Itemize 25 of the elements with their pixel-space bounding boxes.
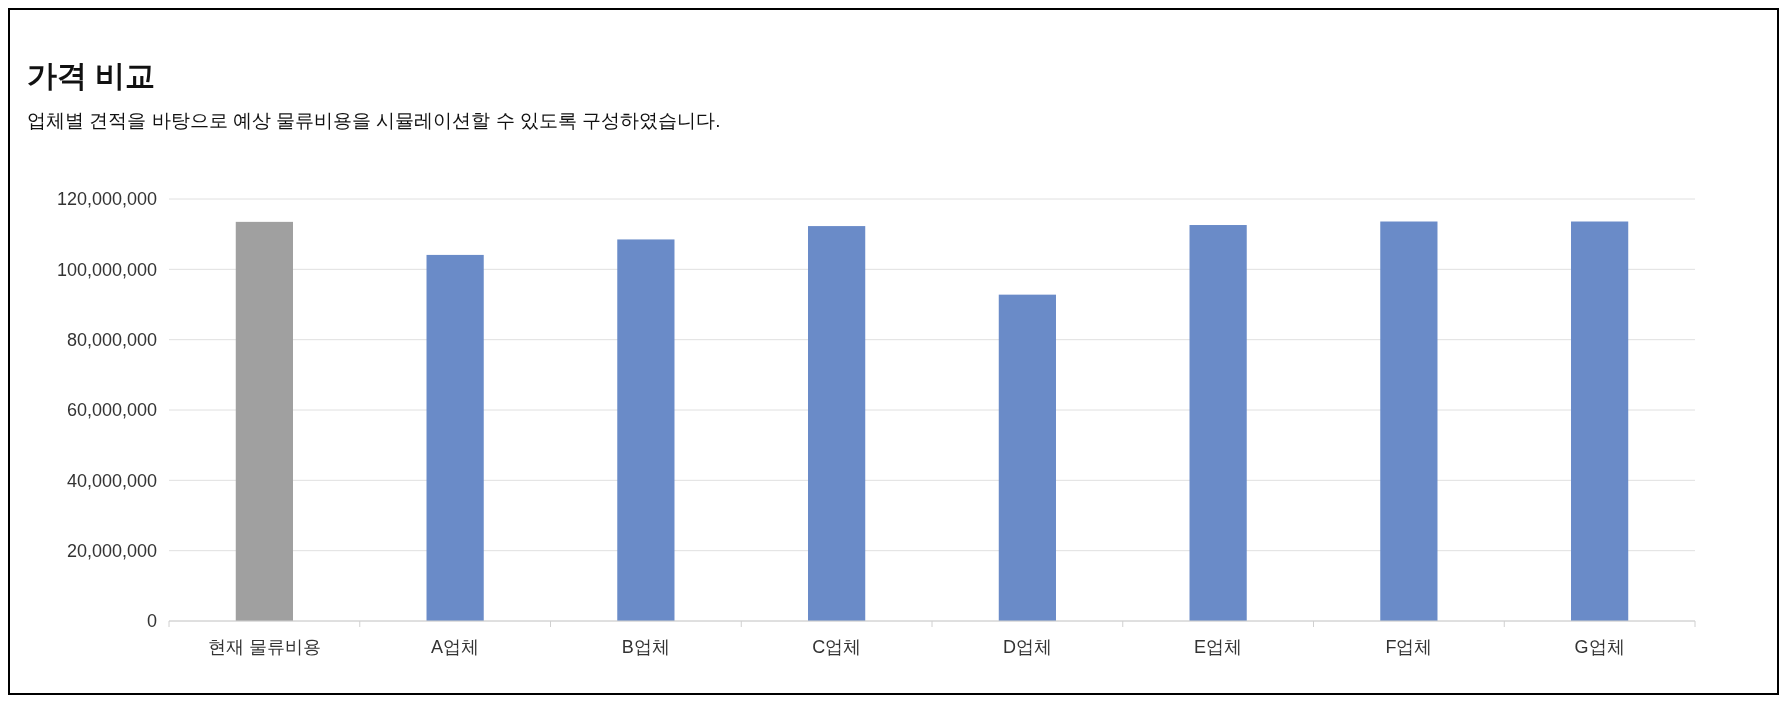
bar bbox=[235, 221, 293, 621]
x-tick-label: D업체 bbox=[1002, 637, 1052, 657]
bar bbox=[617, 239, 675, 621]
bar bbox=[998, 294, 1056, 621]
bar bbox=[808, 226, 866, 621]
x-tick-label: C업체 bbox=[812, 637, 862, 657]
x-tick-label: E업체 bbox=[1194, 637, 1243, 657]
y-tick-label: 80,000,000 bbox=[66, 329, 157, 350]
y-tick-label: 0 bbox=[146, 611, 157, 632]
x-tick-label: G업체 bbox=[1574, 637, 1625, 657]
x-tick-label: F업체 bbox=[1385, 637, 1433, 657]
x-tick-label: A업체 bbox=[431, 637, 480, 657]
x-tick-label: 현재 물류비용 bbox=[207, 637, 321, 657]
bar bbox=[1189, 225, 1247, 621]
chart-subtitle: 업체별 견적을 바탕으로 예상 물류비용을 시뮬레이션할 수 있도록 구성하였습니다. bbox=[27, 110, 721, 131]
y-tick-label: 100,000,000 bbox=[56, 259, 157, 280]
bar bbox=[1380, 221, 1438, 621]
y-tick-label: 40,000,000 bbox=[66, 470, 157, 491]
y-tick-label: 60,000,000 bbox=[66, 400, 157, 421]
y-tick-label: 120,000,000 bbox=[56, 189, 157, 210]
chart-title: 가격 비교 bbox=[27, 59, 156, 92]
bar bbox=[1571, 221, 1629, 621]
x-tick-label: B업체 bbox=[621, 637, 670, 657]
y-tick-label: 20,000,000 bbox=[66, 540, 157, 561]
bar bbox=[426, 254, 484, 621]
